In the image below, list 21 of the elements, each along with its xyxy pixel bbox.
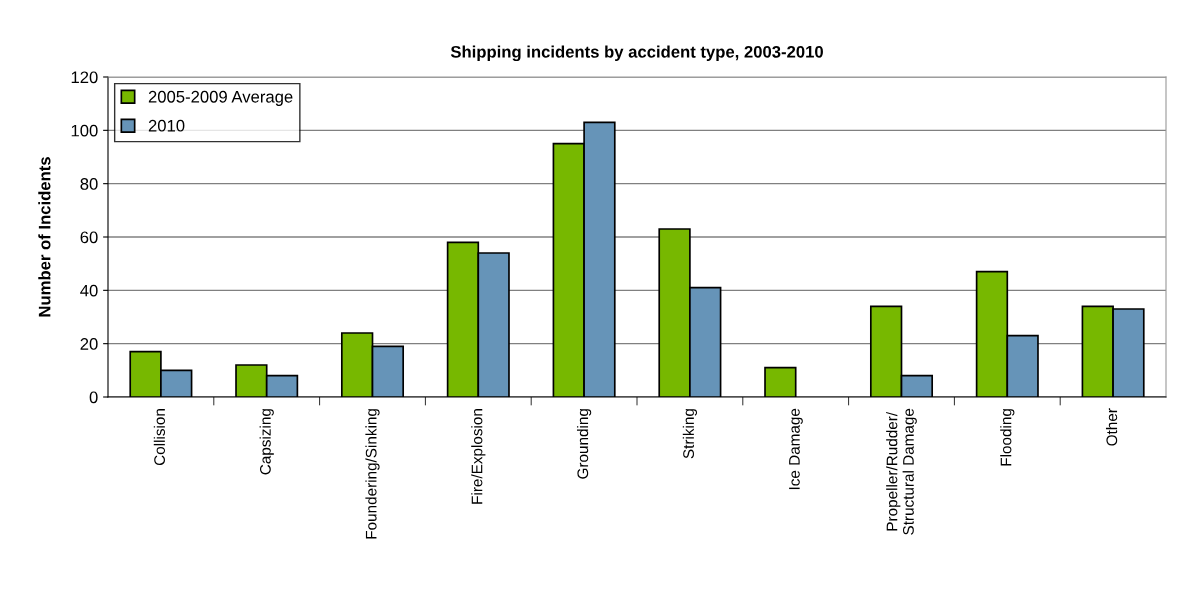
chart-title: Shipping incidents by accident type, 2003-2010	[450, 45, 823, 62]
x-tick-label: Grounding	[576, 409, 592, 479]
y-tick-label: 80	[80, 178, 98, 190]
x-tick-label: Fire/Explosion	[471, 409, 486, 504]
x-tick-label: Propeller/Rudder/ Structural Damage	[886, 408, 917, 535]
x-tick-label: Flooding	[1000, 409, 1015, 466]
x-tick-label: Foundering/Sinking	[365, 409, 380, 539]
x-tick-label: Striking	[682, 409, 698, 459]
y-tick-label: 100	[71, 124, 98, 137]
y-tick-label: 60	[80, 231, 98, 244]
y-tick-label: 120	[71, 71, 98, 84]
y-tick-label: 20	[80, 338, 98, 350]
x-tick-label: Ice Damage	[789, 408, 803, 490]
y-tick-label: 0	[89, 391, 98, 404]
x-tick-label: Capsizing	[259, 409, 274, 475]
x-tick-label: Other	[1105, 408, 1118, 446]
y-tick-label: 40	[80, 284, 98, 297]
x-tick-label: Collision	[153, 409, 165, 466]
y-axis-title: Number of Incidents	[38, 157, 51, 317]
legend-label: 2005-2009 Average	[148, 90, 293, 106]
legend-label: 2010	[148, 119, 185, 132]
